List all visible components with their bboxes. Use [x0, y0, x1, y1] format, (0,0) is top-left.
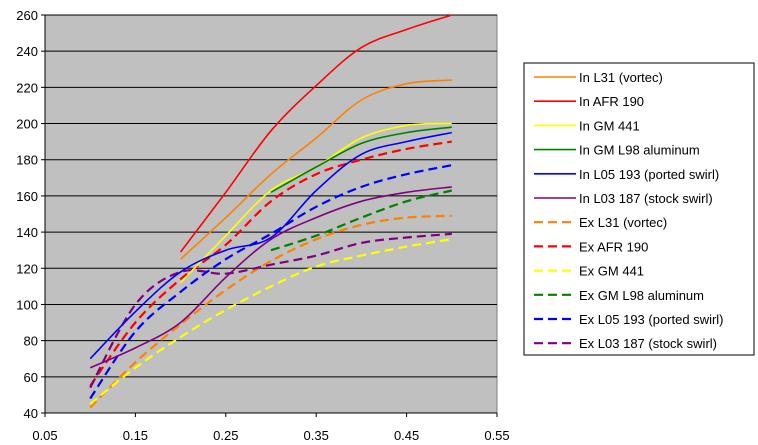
series-line-in-l05-193-ported-swirl [89, 131, 452, 360]
series-line-in-gm-l98-aluminum [270, 126, 452, 193]
x-tick-label: 0.55 [484, 428, 509, 443]
legend-label: In L05 193 (ported swirl) [579, 167, 719, 182]
series-line-ex-l31-vortec [89, 214, 452, 409]
legend-label: In GM 441 [579, 118, 640, 133]
y-tick-label: 140 [16, 225, 38, 240]
legend-label: Ex AFR 190 [579, 239, 648, 254]
series-line-ex-gm-l98-aluminum [270, 189, 453, 252]
legend-label: Ex L03 187 (stock swirl) [579, 336, 717, 351]
series-line-ex-gm-441 [89, 238, 452, 405]
legend-label: Ex GM 441 [579, 264, 644, 279]
y-tick-label: 260 [16, 8, 38, 23]
y-tick-label: 40 [24, 406, 38, 421]
legend-label: In L03 187 (stock swirl) [579, 191, 713, 206]
y-tick-label: 60 [24, 370, 38, 385]
y-tick-label: 200 [16, 117, 38, 132]
legend-label: In L31 (vortec) [579, 70, 663, 85]
y-tick-label: 240 [16, 44, 38, 59]
series-line-in-afr-190 [179, 14, 453, 253]
series-line-in-l31-vortec [180, 79, 452, 260]
x-tick-label: 0.15 [123, 428, 148, 443]
series-line-ex-afr-190 [89, 140, 452, 387]
legend-label: Ex GM L98 aluminum [579, 288, 704, 303]
y-tick-label: 100 [16, 297, 38, 312]
series-line-in-l03-187-stock-swirl [89, 186, 452, 369]
legend-box [523, 62, 755, 356]
legend-label: Ex L31 (vortec) [579, 215, 667, 230]
legend-label: In AFR 190 [579, 94, 644, 109]
series-line-ex-l03-187-stock-swirl [89, 232, 452, 389]
plot-area [44, 14, 498, 414]
y-tick-label: 80 [24, 334, 38, 349]
y-tick-label: 180 [16, 153, 38, 168]
x-tick-label: 0.45 [394, 428, 419, 443]
legend-label: In GM L98 aluminum [579, 143, 700, 158]
y-tick-label: 220 [16, 80, 38, 95]
y-tick-label: 160 [16, 189, 38, 204]
x-tick-label: 0.35 [304, 428, 329, 443]
y-tick-label: 120 [16, 261, 38, 276]
x-tick-label: 0.05 [32, 428, 57, 443]
legend-label: Ex L05 193 (ported swirl) [579, 312, 724, 327]
series-line-ex-l05-193-ported-swirl [89, 164, 453, 400]
x-tick-label: 0.25 [213, 428, 238, 443]
